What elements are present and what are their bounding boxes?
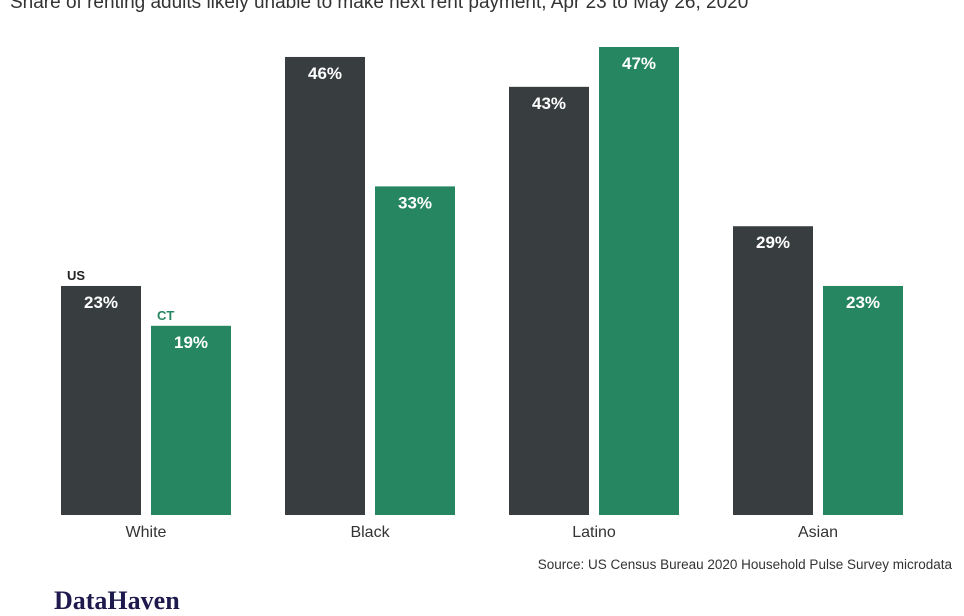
- bar-ct-white: [151, 325, 231, 515]
- data-label-us-latino: 43%: [532, 94, 566, 113]
- bar-chart: 23% US 19%CT White 46% 33% Black 43% 47% Latino 29…: [61, 47, 903, 541]
- series-label-us: US: [67, 268, 85, 283]
- brand-logo: DataHaven: [54, 586, 180, 615]
- source-note: Source: US Census Bureau 2020 Household …: [537, 557, 952, 572]
- data-label-us-white: 23%: [84, 293, 118, 312]
- bar-us-latino: [509, 86, 589, 516]
- bar-ct-asian: [823, 285, 903, 515]
- data-label-us-black: 46%: [308, 64, 342, 83]
- bar-ct-latino: [599, 47, 679, 515]
- series-label-ct: CT: [157, 308, 174, 323]
- x-tick-label-latino: Latino: [572, 524, 616, 541]
- x-tick-label-asian: Asian: [798, 524, 838, 541]
- x-tick-label-black: Black: [350, 524, 390, 541]
- bar-ct-black: [375, 186, 455, 516]
- bar-us-black: [285, 56, 365, 515]
- data-label-ct-white: 19%: [174, 333, 208, 352]
- bar-us-white: [61, 285, 141, 515]
- chart-title: Share of renting adults likely unable to…: [10, 0, 749, 13]
- bar-us-asian: [733, 226, 813, 515]
- data-label-ct-black: 33%: [398, 193, 432, 212]
- data-label-ct-asian: 23%: [846, 293, 880, 312]
- data-label-us-asian: 29%: [756, 233, 790, 252]
- x-tick-label-white: White: [126, 524, 167, 541]
- data-label-ct-latino: 47%: [622, 54, 656, 73]
